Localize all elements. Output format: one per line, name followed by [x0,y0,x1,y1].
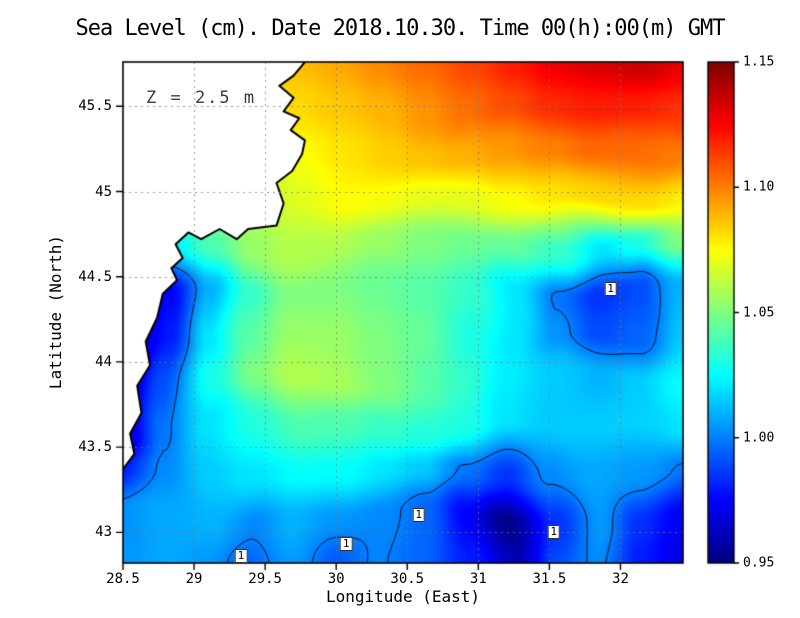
contour-label: 1 [234,549,248,564]
y-tick-label: 43 [95,524,112,541]
x-axis-label: Longitude (East) [325,587,481,606]
y-tick-label: 44 [95,353,112,370]
x-tick-label: 28.5 [106,571,140,587]
colorbar-tick-label: 1.05 [743,305,775,320]
x-tick-label: 31 [469,571,487,587]
colorbar-tick-label: 1.15 [743,54,775,70]
chart-title: Sea Level (cm). Date 2018.10.30. Time 00… [75,16,726,41]
y-tick-label: 43.5 [78,439,112,456]
contour-label: 1 [547,525,560,540]
colorbar-tick-label: 1.00 [743,430,775,446]
x-tick-label: 30.5 [390,571,425,587]
x-tick-label: 31.5 [532,571,567,587]
x-tick-label: 30 [327,571,345,587]
x-tick-label: 29 [185,571,203,587]
contour-label: 1 [412,508,425,523]
contour-label: 1 [339,537,353,552]
colorbar-tick-label: 0.95 [743,555,775,571]
x-tick-label: 29.5 [248,571,282,587]
y-tick-label: 45.5 [78,98,112,115]
y-tick-label: 45 [95,183,112,200]
y-tick-label: 44.5 [78,268,112,285]
y-axis-label: Latitude (North) [46,234,65,390]
contour-label: 1 [604,281,617,296]
x-tick-label: 32 [612,571,629,587]
colorbar-tick-label: 1.10 [743,179,775,195]
depth-annotation: Z = 2.5 m [146,88,257,108]
